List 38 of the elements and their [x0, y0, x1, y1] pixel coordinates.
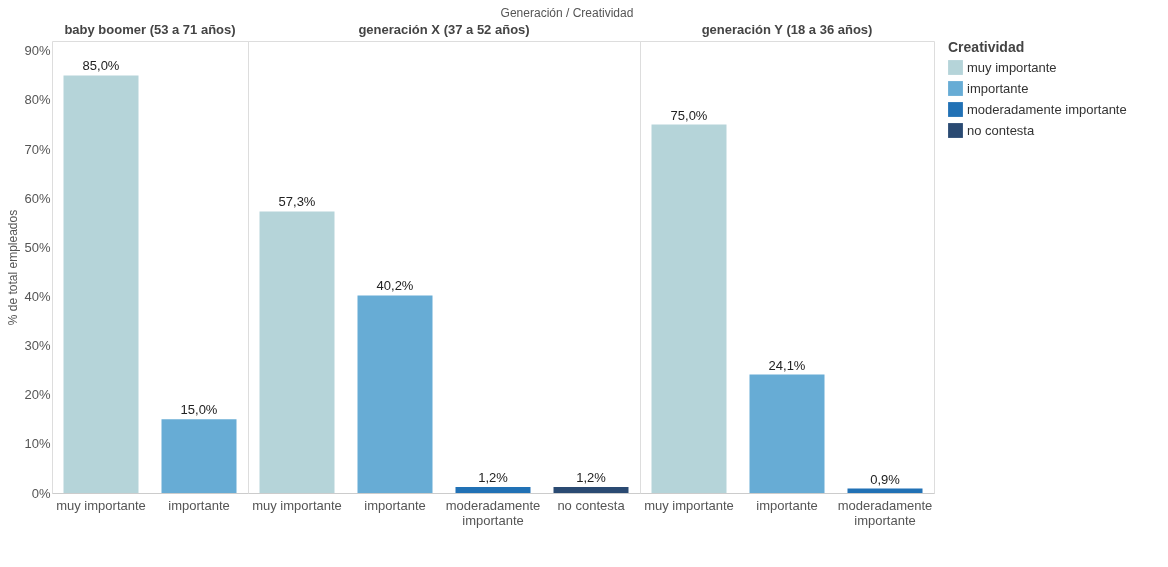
- x-tick-label: importante: [756, 497, 818, 513]
- y-tick-label: 20%: [24, 387, 51, 403]
- data-label: 57,3%: [278, 194, 316, 210]
- data-label: 40,2%: [376, 278, 414, 294]
- legend-label: moderadamente importante: [967, 101, 1127, 117]
- x-tick-label: muy importante: [252, 497, 342, 513]
- data-label: 15,0%: [180, 402, 218, 418]
- legend-label: no contesta: [967, 122, 1035, 138]
- legend-title: Creatividad: [948, 39, 1025, 55]
- y-tick-label: 90%: [24, 43, 51, 59]
- data-label: 85,0%: [82, 58, 120, 74]
- chart-title: generación X (37 a 52 años): [358, 22, 530, 37]
- y-tick-label: 50%: [24, 239, 51, 255]
- y-tick-label: 60%: [24, 190, 51, 206]
- y-tick-label: 10%: [24, 436, 51, 452]
- y-tick-label: 70%: [24, 141, 51, 157]
- data-label: 0,9%: [870, 471, 901, 487]
- y-tick-label: 40%: [24, 288, 51, 304]
- chart-title: generación Y (18 a 36 años): [701, 22, 873, 37]
- chart-title: baby boomer (53 a 71 años): [64, 22, 236, 37]
- y-tick-label: 30%: [24, 338, 51, 354]
- legend-label: importante: [967, 80, 1029, 96]
- text: Generación / Creatividad: [500, 5, 634, 20]
- x-tick-label: moderadamente importante: [837, 497, 933, 528]
- y-tick-label: 0%: [31, 485, 51, 501]
- legend-label: muy importante: [967, 59, 1057, 75]
- x-tick-label: importante: [168, 497, 230, 513]
- data-label: 24,1%: [768, 357, 806, 373]
- data-label: 1,2%: [576, 470, 607, 486]
- x-tick-label: moderadamente importante: [445, 497, 541, 528]
- data-label: 75,0%: [670, 107, 708, 123]
- y-tick-label: 80%: [24, 92, 51, 108]
- x-tick-label: importante: [364, 497, 426, 513]
- data-label: 1,2%: [478, 470, 509, 486]
- x-tick-label: muy importante: [56, 497, 146, 513]
- y-axis-title: % de total empleados: [6, 209, 21, 326]
- x-tick-label: no contesta: [557, 497, 626, 513]
- x-tick-label: muy importante: [644, 497, 734, 513]
